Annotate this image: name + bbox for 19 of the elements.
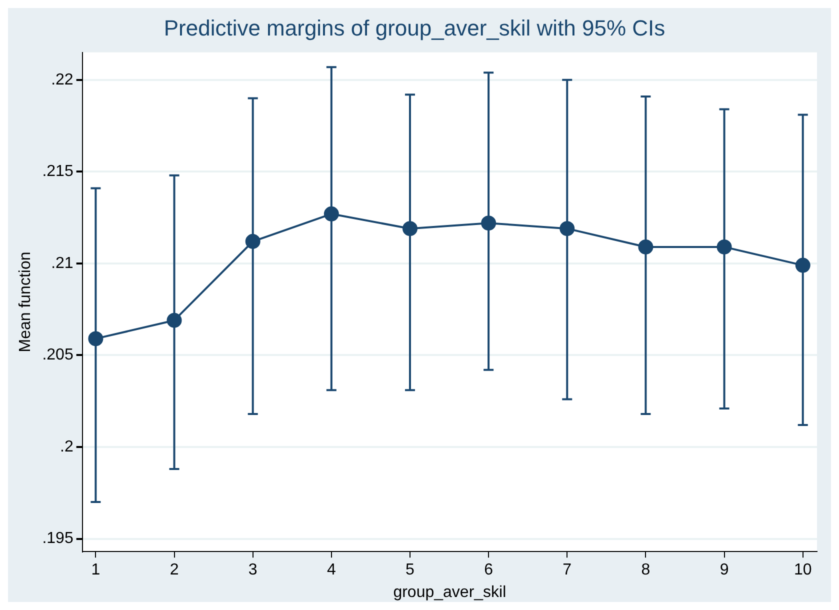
x-axis-title: group_aver_skil bbox=[393, 584, 506, 601]
x-tick-label: 1 bbox=[91, 562, 100, 579]
x-tick-label: 6 bbox=[484, 562, 494, 579]
x-tick-label: 10 bbox=[794, 562, 812, 579]
y-tick-label: .21 bbox=[51, 254, 74, 272]
y-tick-label: .195 bbox=[42, 530, 74, 548]
y-tick-label: .22 bbox=[51, 71, 74, 88]
x-tick-label: 7 bbox=[562, 562, 572, 579]
chart-title: Predictive margins of group_aver_skil with 95% CIs bbox=[164, 15, 666, 40]
x-tick-label: 4 bbox=[326, 562, 336, 579]
y-tick-label: .2 bbox=[60, 438, 74, 456]
x-tick-label: 8 bbox=[641, 562, 650, 579]
x-tick-label: 3 bbox=[248, 562, 258, 579]
y-tick-label: .205 bbox=[42, 346, 74, 364]
y-axis-title: Mean function bbox=[17, 252, 34, 352]
x-tick-label: 9 bbox=[720, 562, 729, 579]
y-tick-label: .215 bbox=[42, 163, 74, 180]
x-tick-label: 5 bbox=[406, 562, 415, 579]
x-tick-label: 2 bbox=[170, 562, 179, 579]
